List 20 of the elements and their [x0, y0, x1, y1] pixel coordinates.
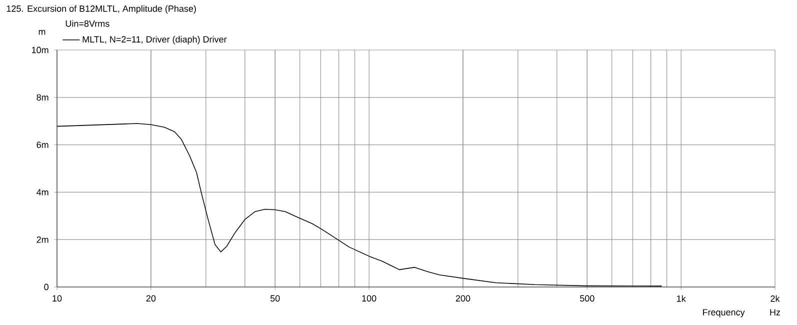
x-tick-label: 10 [52, 295, 62, 302]
x-tick-label: 50 [270, 295, 280, 302]
y-axis-title: m [38, 30, 46, 35]
x-tick-label: 500 [580, 295, 594, 302]
x-tick-label: 200 [456, 295, 470, 302]
x-tick-label: 20 [146, 295, 156, 302]
y-tick-label: 10m [32, 46, 48, 54]
y-tick-label: 0 [44, 284, 48, 290]
chart-subtitle: Uin=8Vrms [66, 20, 110, 27]
chart-title: 125. Excursion of B12MLTL, Amplitude (Phase) [6, 5, 196, 14]
y-tick-label: 4m [36, 189, 48, 196]
x-axis-title: Frequency [703, 309, 745, 318]
x-tick-label: 100 [362, 295, 376, 302]
text: Hz [770, 309, 780, 316]
x-tick-label: 2k [770, 295, 780, 302]
legend-label: MLTL, N=2=11, Driver (diaph) Driver [82, 36, 227, 44]
x-tick-label: 1k [677, 295, 686, 302]
y-tick-label: 2m [36, 236, 48, 243]
y-tick-label: 8m [36, 94, 48, 101]
y-tick-label: 6m [36, 142, 48, 148]
